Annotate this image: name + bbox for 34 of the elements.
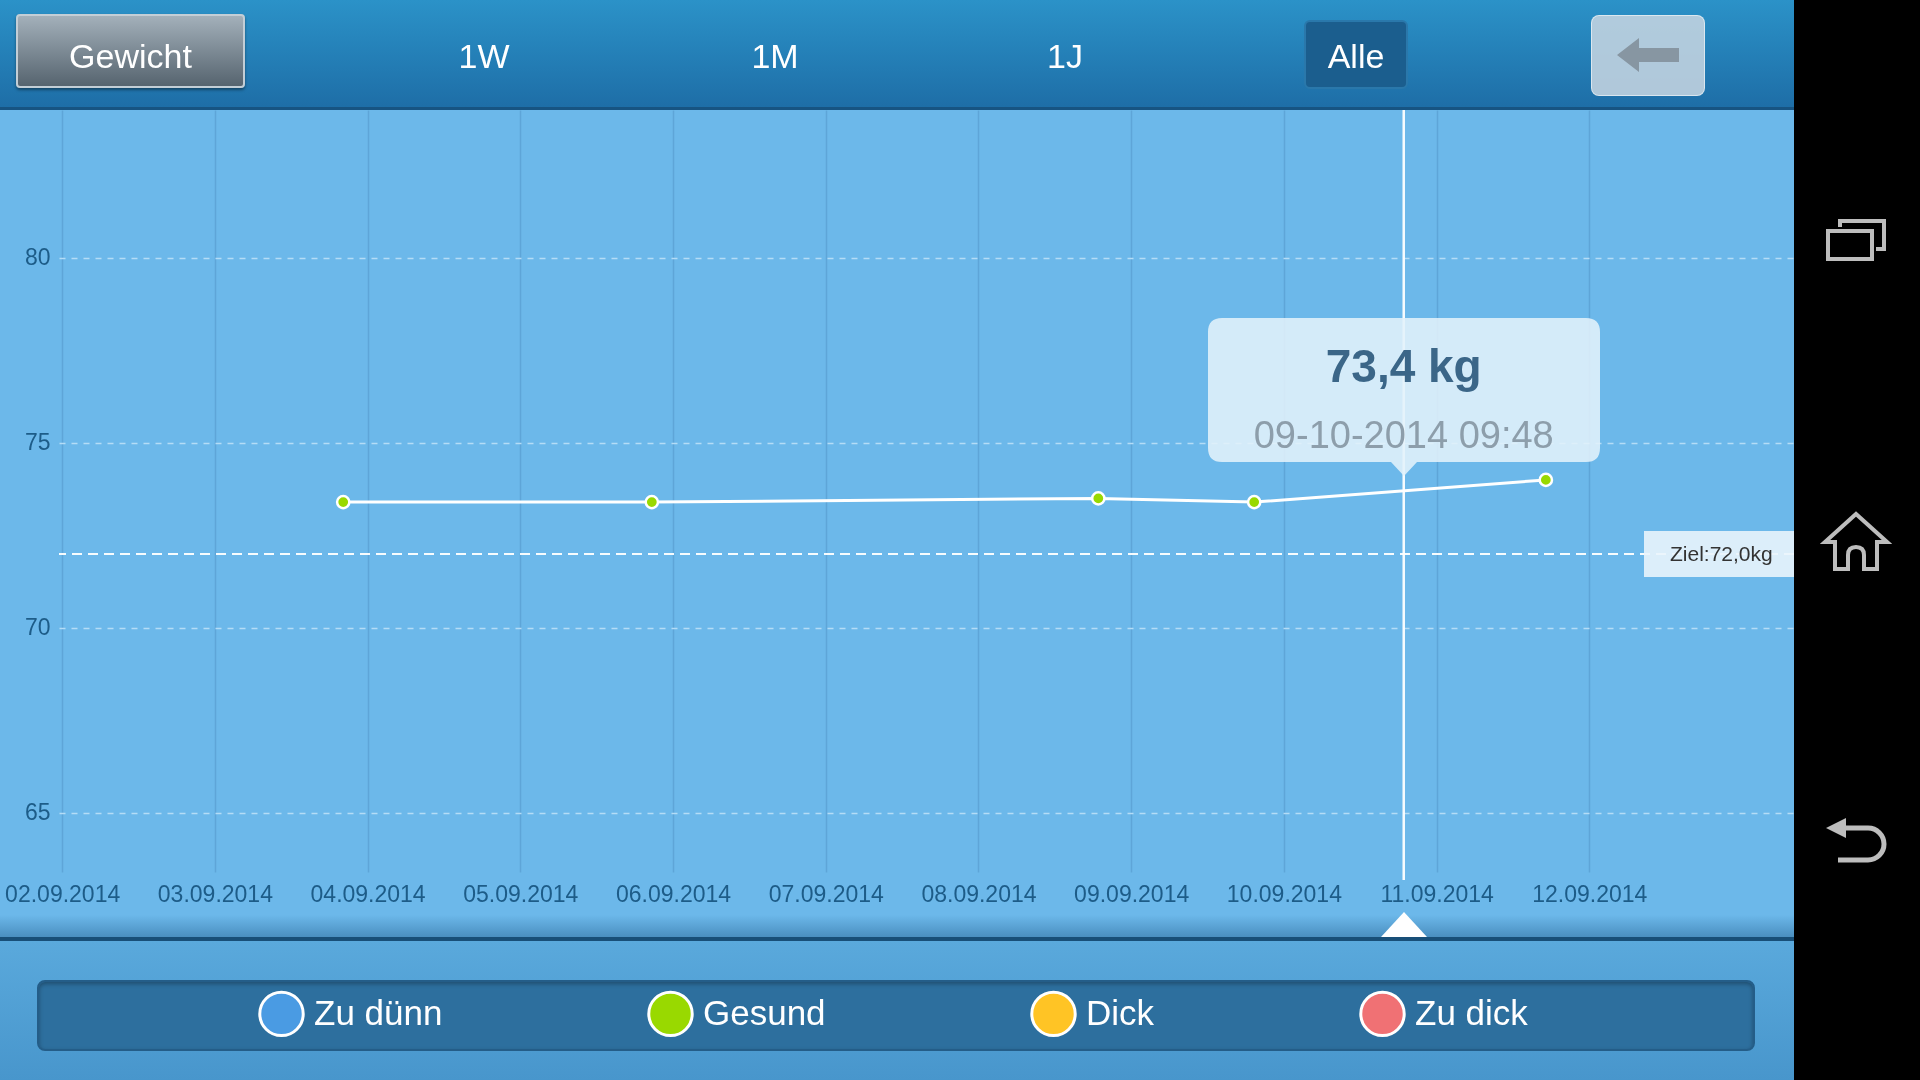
annotation: 09-10-2014 09:48 xyxy=(1253,413,1554,457)
legend-label: Zu dünn xyxy=(314,992,443,1032)
x-tick-label: 10.09.2014 xyxy=(1226,880,1343,907)
x-tick-label: 05.09.2014 xyxy=(463,880,579,907)
point xyxy=(1246,494,1262,510)
y-tick-label: 65 xyxy=(24,799,51,826)
y-tick-label: 80 xyxy=(24,244,51,271)
point xyxy=(1090,491,1106,506)
x-tick-label: 04.09.2014 xyxy=(310,880,426,907)
label-box: Ziel:72,0kg xyxy=(1644,530,1794,577)
ref-line-label: Ziel:72,0kg xyxy=(1670,541,1773,566)
x-tick-label: 03.09.2014 xyxy=(157,880,274,907)
button: Alle xyxy=(1304,20,1408,89)
x-tick-label: 12.09.2014 xyxy=(1532,880,1648,907)
legend-label: Zu dick xyxy=(1415,992,1529,1032)
x-tick-label: 07.09.2014 xyxy=(768,880,885,907)
x-tick-label: 09.09.2014 xyxy=(1074,880,1190,907)
y-tick-label: 70 xyxy=(24,614,51,641)
x-tick-label: 08.09.2014 xyxy=(921,880,1037,907)
x-tick-label: 11.09.2014 xyxy=(1380,880,1495,907)
point xyxy=(644,494,660,510)
button: Gewicht xyxy=(16,14,245,88)
text: 1M xyxy=(751,36,799,76)
text: 1W xyxy=(458,36,510,76)
x-tick-label: 02.09.2014 xyxy=(5,880,121,907)
point xyxy=(1538,472,1554,488)
point xyxy=(335,494,351,510)
legend-label: Dick xyxy=(1086,992,1155,1032)
y-tick-label: 75 xyxy=(24,429,51,456)
x-tick-label: 06.09.2014 xyxy=(615,880,732,907)
legend-label: Gesund xyxy=(703,992,826,1032)
text: 1J xyxy=(1047,36,1083,76)
annotation: 73,4 kg xyxy=(1325,339,1482,393)
chart-title: Gewicht xyxy=(69,36,192,76)
